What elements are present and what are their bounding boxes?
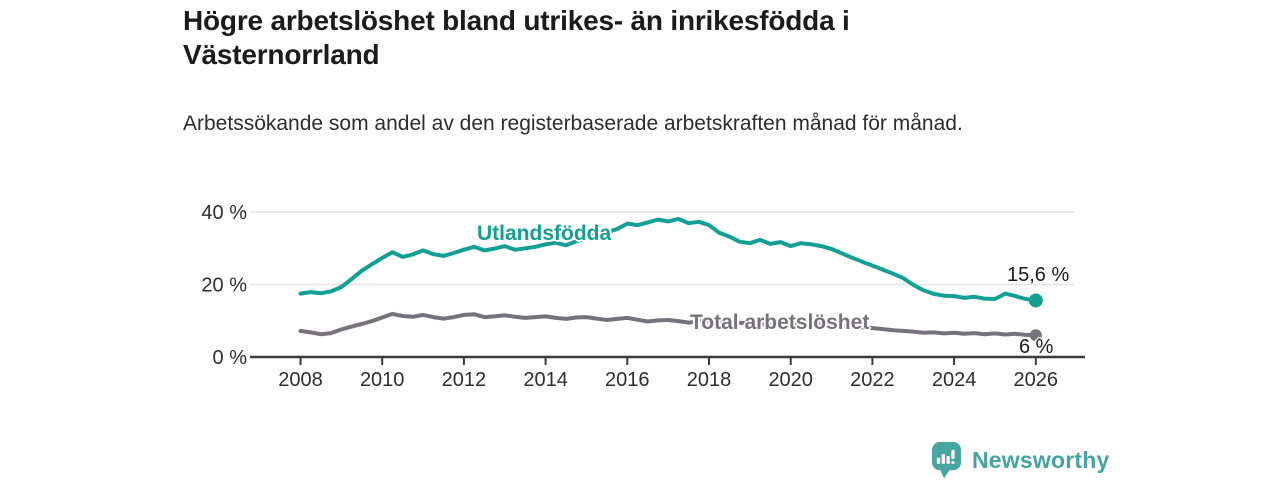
end-value-label-utlandsfodda: 15,6 %: [1007, 264, 1070, 286]
series-end-dot: [1029, 329, 1042, 342]
chart-subtitle: Arbetssökande som andel av den registerb…: [183, 112, 963, 135]
x-axis-tick-label: 2012: [442, 369, 487, 391]
x-axis-tick-label: 2018: [687, 369, 732, 391]
x-axis-tick-label: 2016: [605, 369, 650, 391]
series-line-total: [298, 311, 1038, 338]
series-line-utlandsfodda: [298, 216, 1038, 303]
x-axis-tick-label: 2022: [850, 369, 895, 391]
x-axis-tick-label: 2008: [278, 369, 323, 391]
y-axis-tick-label: 40 %: [201, 202, 247, 224]
newsworthy-logo[interactable]: Newsworthy: [930, 440, 1109, 480]
bar-chart-bubble-icon: [931, 442, 962, 479]
x-axis-tick-label: 2026: [1014, 369, 1059, 391]
end-value-label-total: 6 %: [1019, 336, 1054, 358]
series-end-dot: [1028, 293, 1043, 308]
x-axis-tick-label: 2014: [523, 369, 568, 391]
brand-name: Newsworthy: [972, 446, 1110, 473]
x-axis-tick-label: 2010: [360, 369, 405, 391]
x-axis-tick-label: 2020: [768, 369, 813, 391]
series-label-total-arbetsloshet: Total arbetslöshet: [690, 311, 870, 334]
x-axis-tick-label: 2024: [932, 369, 977, 391]
y-axis-tick-label: 20 %: [201, 275, 247, 297]
y-axis-tick-label: 0 %: [213, 347, 248, 369]
series-label-utlandsfodda: Utlandsfödda: [477, 222, 612, 245]
chart-title: Högre arbetslöshet bland utrikes- än inr…: [183, 5, 850, 70]
